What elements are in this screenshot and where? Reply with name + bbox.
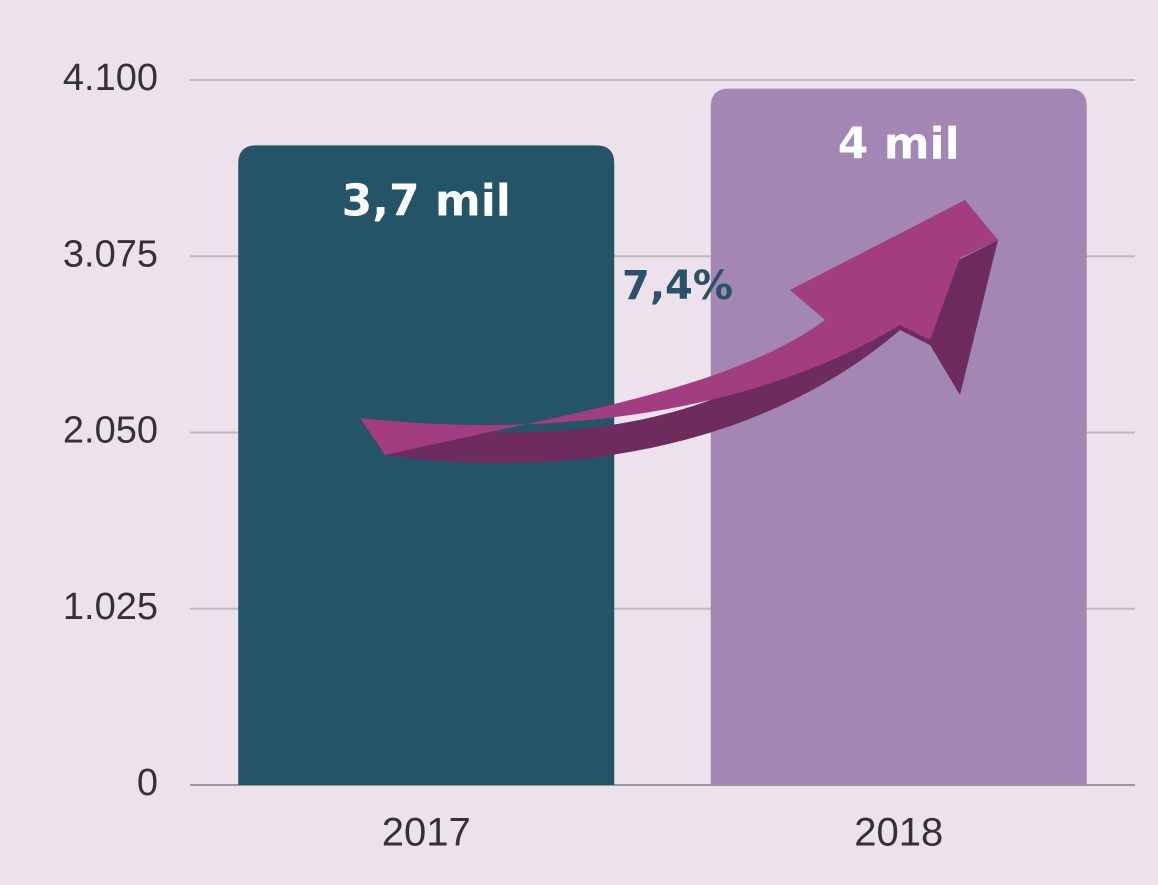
value-label: 3,7 mil	[342, 175, 511, 226]
bar	[238, 145, 615, 786]
y-tick-label: 4.100	[63, 57, 158, 99]
y-tick-label: 1.025	[63, 586, 158, 628]
arrow-body	[360, 200, 998, 455]
y-tick-label: 3.075	[63, 233, 158, 275]
x-tick-label: 2018	[854, 811, 943, 855]
labels: 0 1.025 2.050 3.075 4.100 2017 3,7 mil 2018 4 mi…	[63, 57, 960, 855]
bars	[238, 88, 1087, 786]
x-tick-label: 2017	[382, 811, 471, 855]
value-label: 4 mil	[838, 119, 960, 170]
bar	[710, 88, 1087, 786]
annotation: 7,4%	[622, 263, 733, 309]
y-tick-label: 2.050	[63, 410, 158, 452]
y-tick-label: 0	[137, 762, 158, 804]
growth-arrow	[360, 200, 998, 464]
